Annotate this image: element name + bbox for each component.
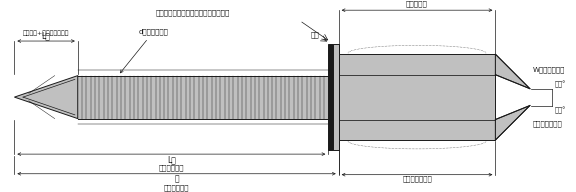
Polygon shape [328,44,333,150]
Text: （ネジ長さ）: （ネジ長さ） [158,164,184,171]
Polygon shape [495,106,530,140]
Text: １５°: １５° [555,106,566,114]
Polygon shape [333,44,339,150]
Text: ゴム: ゴム [311,32,320,38]
Text: ボンデッドワッシャー外径２５．０㎜: ボンデッドワッシャー外径２５．０㎜ [156,9,230,16]
Polygon shape [495,54,530,89]
Polygon shape [339,54,495,140]
Text: （ドリル+不完全ネジ部）: （ドリル+不完全ネジ部） [23,31,69,36]
Text: （首下長さ）: （首下長さ） [164,184,190,191]
Text: d（ネジ外径）: d（ネジ外径） [120,29,168,73]
Text: ネジ深さ１９㎜: ネジ深さ１９㎜ [402,176,432,182]
Text: Ｌ: Ｌ [174,175,179,184]
Text: W１／２－１２: W１／２－１２ [533,67,565,73]
Polygon shape [78,76,328,119]
Text: L２: L２ [41,31,51,41]
Text: １５°: １５° [555,80,566,88]
Text: 六角対辺１７㎜: 六角対辺１７㎜ [533,120,563,127]
Text: L１: L１ [167,155,176,164]
Polygon shape [14,76,78,119]
Text: ２７．５㎜: ２７．５㎜ [406,1,428,7]
